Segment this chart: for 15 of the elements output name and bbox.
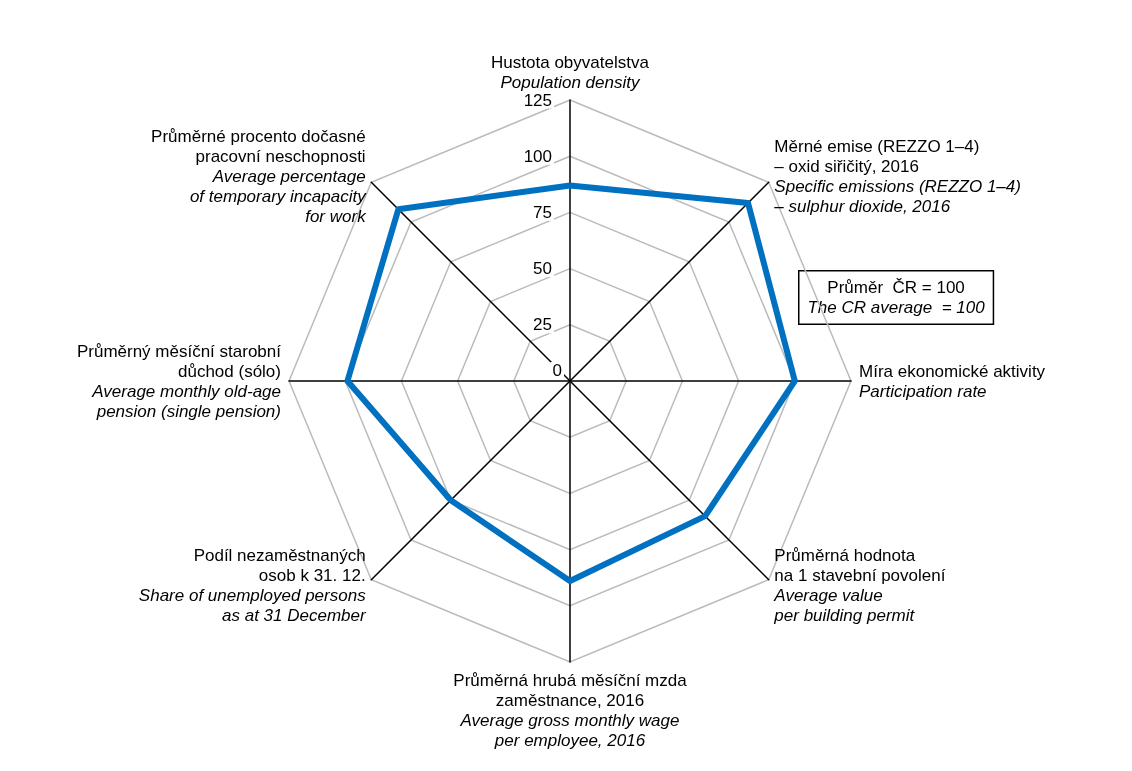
y-tick-label: 0	[552, 361, 562, 380]
y-tick-label: 100	[523, 146, 552, 166]
spoke-label: Měrné emise (REZZO 1–4) – oxid siřičitý, 2016 Specific emissions (REZZO 1–4) – sulphur dioxide, 2016	[773, 137, 1021, 217]
y-tick-label: 50	[533, 259, 552, 279]
y-tick-label: 75	[533, 202, 552, 222]
y-tick-label: 125	[523, 90, 552, 110]
spoke-label: Průměrný měsíční starobní důchod (sólo) Average monthly old-age pension (single pension)	[76, 341, 282, 421]
spoke-label: Hustota obyvatelstva Population density	[491, 52, 650, 92]
text: Průměr ČR = 100 The CR average = 100	[807, 278, 986, 317]
spoke-label: Podíl nezaměstnaných osob k 31. 12. Share of unemployed persons as at 31 December	[138, 545, 367, 625]
y-tick-label: 25	[533, 315, 552, 335]
spoke-label: Míra ekonomické aktivity Participation rate	[859, 361, 1046, 401]
spoke-label: Průměrná hrubá měsíční mzda zaměstnance, 2016 Average gross monthly wage per employee, 2016	[453, 670, 688, 750]
spoke-label: Průměrné procento dočasné pracovní neschopnosti Average percentage of temporary incapacity for work	[151, 127, 368, 227]
spoke-label: Průměrná hodnota na 1 stavební povolení Average value per building permit	[773, 545, 946, 625]
